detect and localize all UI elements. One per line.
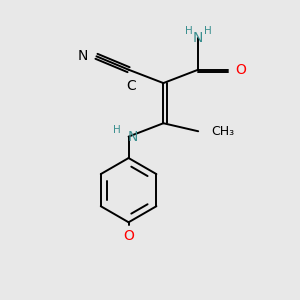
Text: H: H [185,26,193,36]
Text: N: N [78,49,88,63]
Text: C: C [126,79,136,93]
Text: H: H [204,26,212,36]
Text: H: H [113,125,120,135]
Text: N: N [193,31,203,45]
Text: CH₃: CH₃ [212,125,235,138]
Text: O: O [236,63,247,77]
Text: O: O [123,229,134,243]
Text: N: N [128,130,138,144]
